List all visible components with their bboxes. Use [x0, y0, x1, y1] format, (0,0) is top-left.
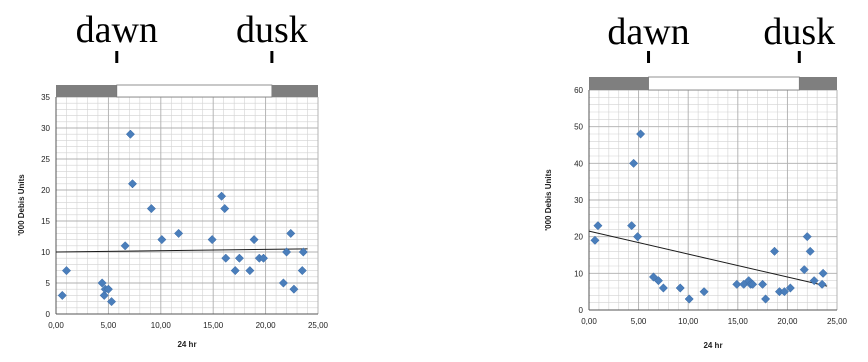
data-point: [249, 235, 259, 245]
data-point: [809, 276, 819, 286]
data-point: [675, 283, 685, 293]
x-tick-label: 15,00: [728, 317, 749, 326]
night-bar-after-dusk: [799, 77, 837, 90]
trendline: [588, 230, 828, 287]
y-tick-label: 50: [574, 123, 583, 132]
y-tick-label: 25: [41, 155, 50, 164]
data-point: [658, 283, 668, 293]
data-point: [289, 284, 299, 294]
x-tick-label: 20,00: [256, 321, 277, 330]
y-tick-label: 0: [46, 310, 51, 319]
y-axis-label: '000 Debis Units: [544, 169, 553, 231]
chart-2: dawn dusk 0 10 20 30 40 50 60 0,00 5,00 10,00 15,00 2…: [544, 11, 848, 350]
data-point: [748, 279, 758, 289]
data-point: [636, 129, 646, 139]
data-point: [174, 228, 184, 238]
x-tick-label: 10,00: [678, 317, 699, 326]
day-bar: [116, 84, 273, 98]
x-axis-label: 24 hr: [177, 340, 196, 349]
data-point: [298, 247, 308, 257]
x-tick-label: 25,00: [827, 317, 848, 326]
y-tick-label: 30: [41, 124, 50, 133]
chart-1: dawn dusk 0 5 10 15 20 25 30 35 0,00 5,00 10,00 15,00…: [17, 9, 329, 349]
y-tick-label: 60: [574, 86, 583, 95]
data-point: [802, 232, 812, 242]
data-point: [633, 232, 643, 242]
data-point: [99, 290, 109, 300]
x-tick-label: 25,00: [308, 321, 329, 330]
data-point: [258, 253, 269, 263]
data-point: [805, 246, 815, 256]
data-point: [593, 221, 603, 231]
x-tick-label: 0,00: [48, 321, 64, 330]
data-point: [627, 221, 637, 231]
data-point: [785, 283, 795, 293]
day-bar: [648, 76, 800, 91]
data-point: [282, 247, 292, 257]
x-tick-label: 5,00: [101, 321, 117, 330]
y-tick-label: 10: [41, 248, 50, 257]
data-point: [207, 235, 217, 245]
dawn-label: dawn: [607, 11, 689, 53]
data-point: [590, 235, 600, 245]
x-tick-label: 5,00: [631, 317, 647, 326]
data-point: [648, 272, 659, 282]
data-point: [103, 284, 113, 294]
y-tick-label: 10: [574, 269, 583, 278]
trendline: [55, 248, 308, 253]
dawn-label: dawn: [76, 9, 158, 51]
dusk-label: dusk: [763, 11, 835, 53]
data-point: [245, 266, 255, 276]
y-tick-label: 5: [46, 279, 51, 288]
data-point: [297, 266, 307, 276]
data-point: [61, 266, 72, 276]
data-point: [761, 294, 771, 304]
x-tick-label: 10,00: [151, 321, 172, 330]
data-point: [286, 228, 296, 238]
x-axis-label: 24 hr: [703, 341, 722, 350]
x-tick-label: 20,00: [777, 317, 798, 326]
dusk-label: dusk: [236, 9, 308, 51]
data-point: [653, 276, 663, 286]
y-tick-label: 30: [574, 196, 583, 205]
y-tick-label: 35: [41, 93, 50, 102]
data-point: [106, 297, 117, 307]
night-bar-before-dawn: [56, 85, 117, 97]
y-tick-label: 15: [41, 217, 50, 226]
data-point: [221, 253, 231, 263]
data-point: [125, 129, 135, 139]
night-bar-after-dusk: [271, 85, 318, 97]
night-bar-before-dawn: [589, 77, 649, 90]
data-point: [758, 279, 768, 289]
x-tick-label: 15,00: [203, 321, 224, 330]
y-tick-label: 40: [574, 159, 583, 168]
data-point: [217, 191, 227, 201]
data-point: [157, 235, 167, 245]
y-tick-label: 0: [579, 306, 584, 315]
data-point: [146, 204, 156, 214]
data-point: [220, 204, 230, 214]
plot-area: [56, 97, 318, 314]
x-tick-label: 0,00: [581, 317, 597, 326]
data-point: [57, 290, 67, 300]
data-point: [278, 278, 288, 288]
y-tick-label: 20: [41, 186, 50, 195]
data-point: [127, 179, 138, 189]
data-point: [230, 266, 240, 276]
data-point: [779, 287, 789, 297]
data-point: [120, 241, 130, 251]
y-axis-label: '000 Debis Units: [17, 174, 26, 236]
data-point: [629, 158, 639, 168]
data-point: [732, 279, 742, 289]
data-point: [234, 253, 244, 263]
data-point: [684, 294, 694, 304]
data-point: [699, 287, 709, 297]
data-point: [818, 268, 828, 278]
data-point: [799, 265, 809, 275]
data-point: [817, 279, 827, 289]
data-point: [769, 246, 780, 256]
data-point: [97, 278, 107, 288]
y-tick-label: 20: [574, 233, 583, 242]
